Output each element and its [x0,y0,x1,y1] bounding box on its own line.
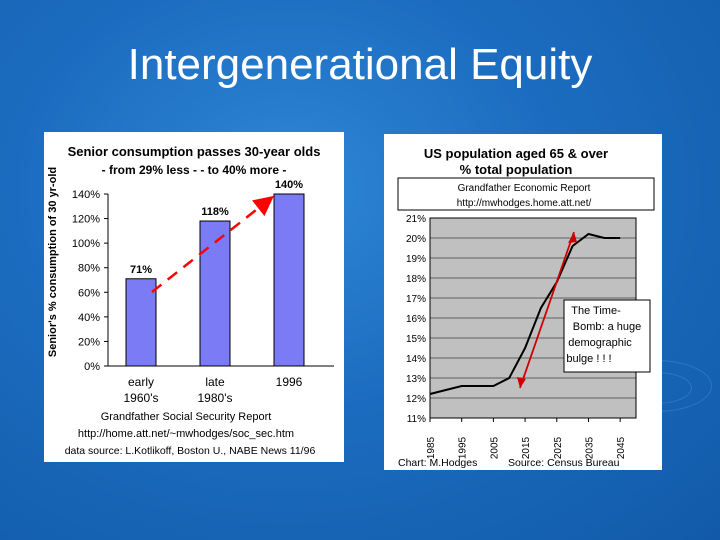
left-category-label: early [128,375,154,389]
left-category-label: 1996 [276,375,303,389]
right-x-tick-label: 2015 [521,436,532,459]
left-y-tick-label: 120% [72,214,100,226]
right-y-tick-label: 16% [406,314,426,325]
right-x-tick-label: 2005 [489,436,500,459]
slide-title: Intergenerational Equity [127,40,593,89]
bar-data-label: 118% [201,206,229,218]
trend-arrow [151,195,274,293]
left-y-tick-label: 80% [78,263,100,275]
us-population-65-line-chart: US population aged 65 & over % total pop… [397,146,655,469]
left-category-label: 1960's [124,391,159,405]
left-category-label: 1980's [198,391,233,405]
left-y-tick-label: 140% [72,189,100,201]
bulge-arrow-head-bottom [517,377,526,388]
left-y-tick-label: 60% [78,287,100,299]
left-chart-subtitle: - from 29% less - - to 40% more - [102,163,287,177]
callout-line-1: The Time- [571,305,621,317]
bulge-arrow-head-top [568,232,577,243]
senior-consumption-bar-chart: Senior consumption passes 30-year olds -… [47,144,334,457]
right-y-tick-label: 19% [406,254,426,265]
right-y-tick-label: 20% [406,234,426,245]
right-x-tick-label: 1985 [426,436,437,459]
right-y-tick-label: 13% [406,374,426,385]
time-bomb-callout [563,299,651,373]
right-x-tick-label: 2035 [584,436,595,459]
right-y-tick-label: 17% [406,294,426,305]
right-x-tick-label: 1995 [458,436,469,459]
source-legend-line-1: Grandfather Economic Report [458,183,591,194]
callout-line-4: bulge ! ! ! [566,353,611,365]
left-y-tick-label: 40% [78,312,100,324]
right-chart-title-line-2: % total population [460,162,573,177]
bulge-arrow [519,231,575,389]
callout-line-3: demographic [568,337,632,349]
source-legend-line-2: http://mwhodges.home.att.net/ [457,198,592,209]
right-y-tick-label: 21% [406,214,426,225]
bar-data-label: 140% [275,179,303,191]
population-series-line [429,232,621,395]
left-footer-line-3: data source: L.Kotlikoff, Boston U., NAB… [65,445,316,457]
left-y-tick-label: 20% [78,336,100,348]
right-y-tick-label: 15% [406,334,426,345]
left-category-label: late [205,375,225,389]
callout-line-2: Bomb: a huge [573,321,642,333]
right-footer-right: Source: Census Bureau [508,457,620,469]
bar [273,193,305,367]
source-legend-box [397,177,655,211]
right-chart-title-line-1: US population aged 65 & over [424,146,608,161]
right-y-tick-label: 14% [406,354,426,365]
right-chart-panel: US population aged 65 & over % total pop… [384,134,662,470]
left-y-tick-label: 100% [72,238,100,250]
left-chart-ylabel: Senior's % consumption of 30 yr-old [47,167,59,357]
right-x-tick-label: 2045 [616,436,627,459]
right-x-tick-label: 2025 [553,436,564,459]
right-y-tick-label: 11% [407,414,426,425]
left-chart-panel: Senior consumption passes 30-year olds -… [44,132,344,462]
right-y-tick-label: 12% [406,394,426,405]
left-footer-line-1: Grandfather Social Security Report [101,411,272,423]
left-y-tick-label: 0% [84,361,100,373]
left-footer-line-2: http://home.att.net/~mwhodges/soc_sec.ht… [78,428,294,440]
left-chart-title: Senior consumption passes 30-year olds [68,144,321,159]
bar-data-label: 71% [130,264,152,276]
bar [125,278,157,367]
right-footer-left: Chart: M.Hodges [398,457,477,469]
right-y-tick-label: 18% [406,274,426,285]
bar [199,220,231,367]
